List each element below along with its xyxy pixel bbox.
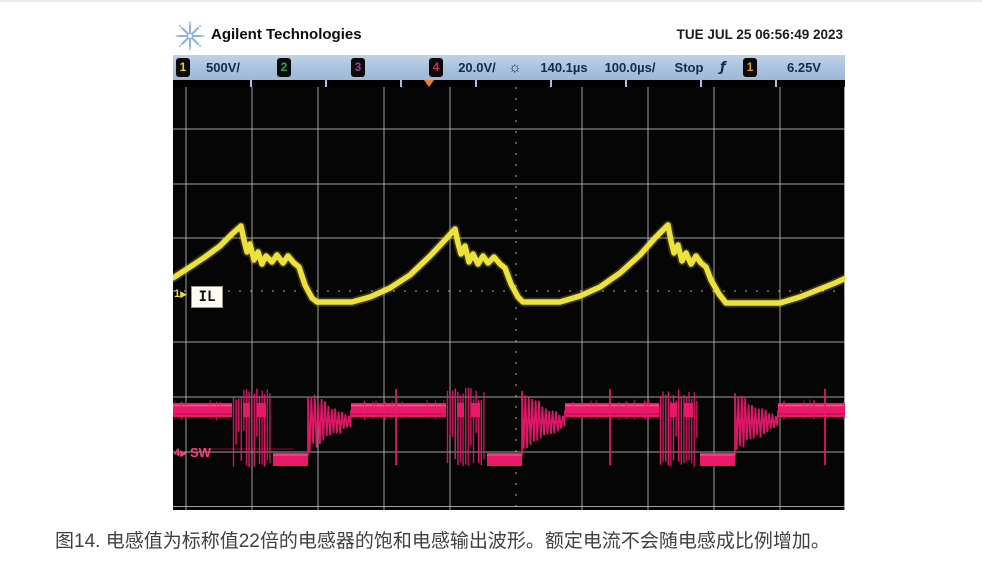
figure-caption: 图14. 电感值为标称值22倍的电感器的饱和电感输出波形。额定电流不会随电感成比… [55, 531, 830, 552]
brand-text: Agilent Technologies [211, 26, 362, 43]
page-top-rule [0, 0, 982, 2]
status-bar: 1 500V/ 2 3 4 20.0V/ ☼ 140.1µs 100.0µs/ … [173, 55, 845, 80]
edge-trigger-icon: ƒ [720, 60, 726, 75]
channel1-badge: 1 [176, 58, 190, 77]
strip-divider [775, 80, 777, 87]
strip-divider [475, 80, 477, 87]
softkey-strip [173, 80, 845, 87]
strip-divider [400, 80, 402, 87]
strip-divider [250, 80, 252, 87]
channel4-ground-marker: 4▶ [174, 447, 188, 459]
right-arrow-icon: ▶ [180, 448, 188, 458]
trigger-level-readout: 6.25V [787, 60, 821, 75]
timebase-readout: 100.0µs/ [604, 60, 656, 75]
scope-header: Agilent Technologies TUE JUL 25 06:56:49… [173, 15, 845, 55]
strip-divider [625, 80, 627, 87]
acquisition-status: Stop [674, 60, 704, 75]
trace-label-sw: SW [190, 445, 211, 460]
delay-readout: 140.1µs [540, 60, 588, 75]
agilent-starburst-icon [175, 21, 205, 51]
trace-label-il: IL [191, 286, 223, 308]
channel3-badge: 3 [351, 58, 365, 77]
scope-screen: 1▶ IL 4▶ SW [173, 87, 845, 510]
strip-divider [550, 80, 552, 87]
trigger-position-marker-icon [424, 80, 434, 87]
channel1-scale: 500V/ [206, 60, 240, 75]
timestamp: TUE JUL 25 06:56:49 2023 [676, 27, 843, 42]
channel4-badge: 4 [429, 58, 443, 77]
strip-divider [325, 80, 327, 87]
scope-screen-svg [173, 87, 845, 510]
channel2-badge: 2 [277, 58, 291, 77]
strip-divider [700, 80, 702, 87]
channel1-ground-marker: 1▶ [174, 288, 188, 300]
right-arrow-icon: ▶ [180, 289, 188, 299]
brightness-sun-icon: ☼ [508, 59, 522, 76]
oscilloscope-screenshot: Agilent Technologies TUE JUL 25 06:56:49… [173, 15, 845, 510]
channel4-scale: 20.0V/ [458, 60, 496, 75]
trigger-source-badge: 1 [743, 58, 757, 77]
